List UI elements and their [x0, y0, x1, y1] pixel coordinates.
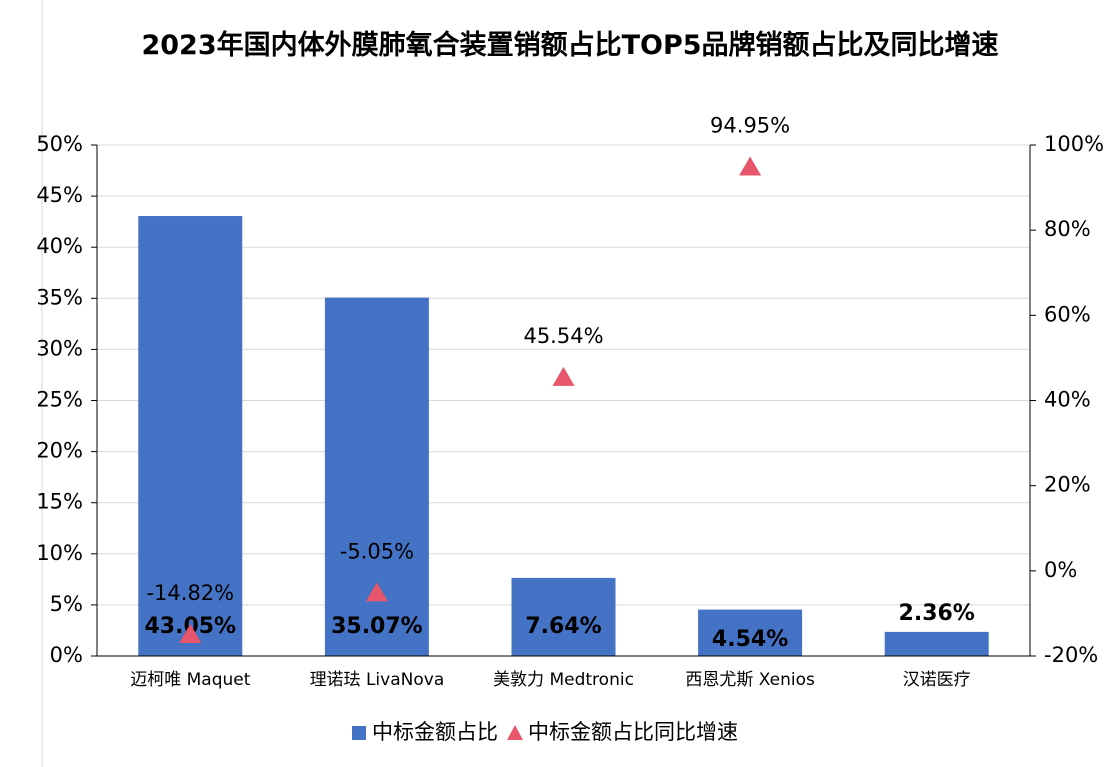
- x-tick-label: 美敦力 Medtronic: [493, 670, 634, 690]
- y-tick-label: 20%: [36, 439, 83, 463]
- marker-value-label: 45.54%: [523, 324, 603, 348]
- triangle-marker: [552, 366, 575, 386]
- y2-tick-label: 0%: [1044, 558, 1077, 582]
- y2-tick-label: 40%: [1044, 388, 1091, 412]
- marker-value-label: -5.05%: [340, 539, 414, 563]
- bar-value-label: 2.36%: [899, 601, 975, 626]
- marker-value-label: 94.95%: [710, 114, 790, 138]
- y-tick-label: 15%: [36, 490, 83, 514]
- y-tick-label: 35%: [36, 285, 83, 309]
- y2-tick-label: 60%: [1044, 302, 1091, 326]
- x-tick-label: 理诺珐 LivaNova: [310, 670, 445, 690]
- triangle-marker: [179, 623, 202, 643]
- marker-value-label: -14.82%: [146, 581, 234, 605]
- y-tick-label: 25%: [36, 388, 83, 412]
- y-tick-label: 30%: [36, 336, 83, 360]
- y-tick-label: 45%: [36, 183, 83, 207]
- bar-value-label: 35.07%: [331, 614, 423, 639]
- bar: [511, 577, 616, 656]
- legend-label: 中标金额占比同比增速: [528, 720, 738, 744]
- y2-tick-label: 100%: [1044, 132, 1104, 156]
- bar-value-label: 4.54%: [712, 627, 788, 652]
- y-tick-label: 50%: [36, 132, 83, 156]
- bar: [138, 216, 243, 657]
- legend-swatch: [507, 725, 523, 740]
- chart-title: 2023年国内体外膜肺氧合装置销额占比TOP5品牌销额占比及同比增速: [141, 30, 999, 61]
- bar: [884, 631, 989, 656]
- x-tick-label: 迈柯唯 Maquet: [130, 670, 251, 690]
- bar: [324, 297, 429, 656]
- bar-value-label: 7.64%: [525, 614, 601, 639]
- y2-tick-label: 80%: [1044, 217, 1091, 241]
- y-tick-label: 40%: [36, 234, 83, 258]
- x-tick-label: 西恩尤斯 Xenios: [685, 670, 815, 690]
- bar: [698, 609, 803, 656]
- x-tick-label: 汉诺医疗: [903, 670, 971, 690]
- legend-label: 中标金额占比: [372, 720, 498, 744]
- chart-border: [41, 0, 43, 767]
- y-tick-label: 5%: [50, 592, 83, 616]
- triangle-marker: [739, 156, 762, 176]
- y2-tick-label: 20%: [1044, 473, 1091, 497]
- triangle-marker: [365, 582, 388, 602]
- legend-swatch: [352, 726, 366, 740]
- y-tick-label: 10%: [36, 541, 83, 565]
- y2-tick-label: -20%: [1044, 643, 1098, 667]
- y-tick-label: 0%: [50, 643, 83, 667]
